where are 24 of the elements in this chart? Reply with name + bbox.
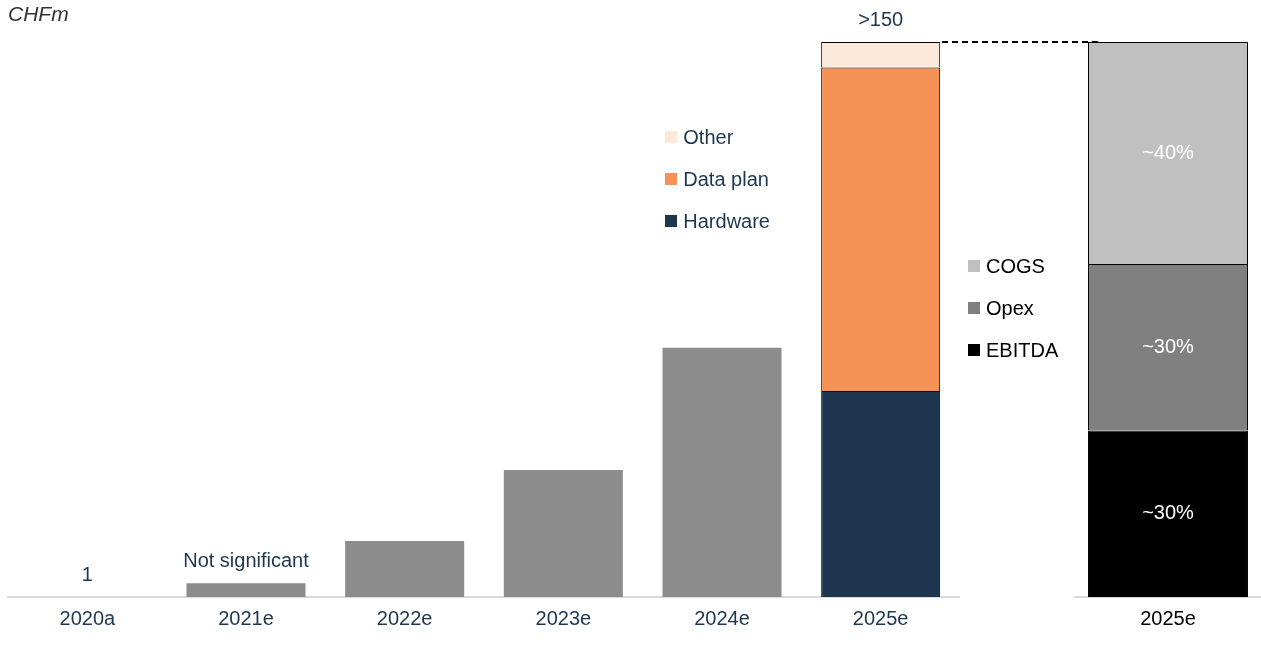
total-label: 1: [81, 562, 93, 585]
data-label: ~30%: [1142, 334, 1195, 357]
bar: [503, 469, 623, 597]
total-label: >150: [858, 7, 904, 30]
y-axis-title: CHFm: [8, 2, 69, 26]
data-label: ~30%: [1142, 501, 1195, 524]
x-tick-label: 2023e: [535, 606, 592, 629]
legend-label: Opex: [986, 296, 1034, 320]
legend-label: Other: [683, 125, 734, 149]
data-label: ~40%: [1142, 140, 1195, 163]
x-tick-label: 2024e: [694, 606, 750, 629]
x-tick-label: 2025e: [1140, 606, 1196, 629]
legend-label: Data plan: [683, 167, 769, 191]
x-tick-label: 2020a: [59, 606, 117, 629]
total-label: Not significant: [183, 548, 310, 571]
x-tick-label: 2025e: [852, 606, 909, 629]
bar: [662, 347, 782, 597]
bar: [186, 583, 306, 597]
legend-label: EBITDA: [986, 338, 1059, 362]
x-tick-label: 2022e: [376, 606, 433, 629]
legend-label: Hardware: [683, 209, 770, 233]
bar: [345, 540, 465, 597]
x-tick-label: 2021e: [218, 606, 274, 629]
legend-label: COGS: [986, 254, 1045, 278]
